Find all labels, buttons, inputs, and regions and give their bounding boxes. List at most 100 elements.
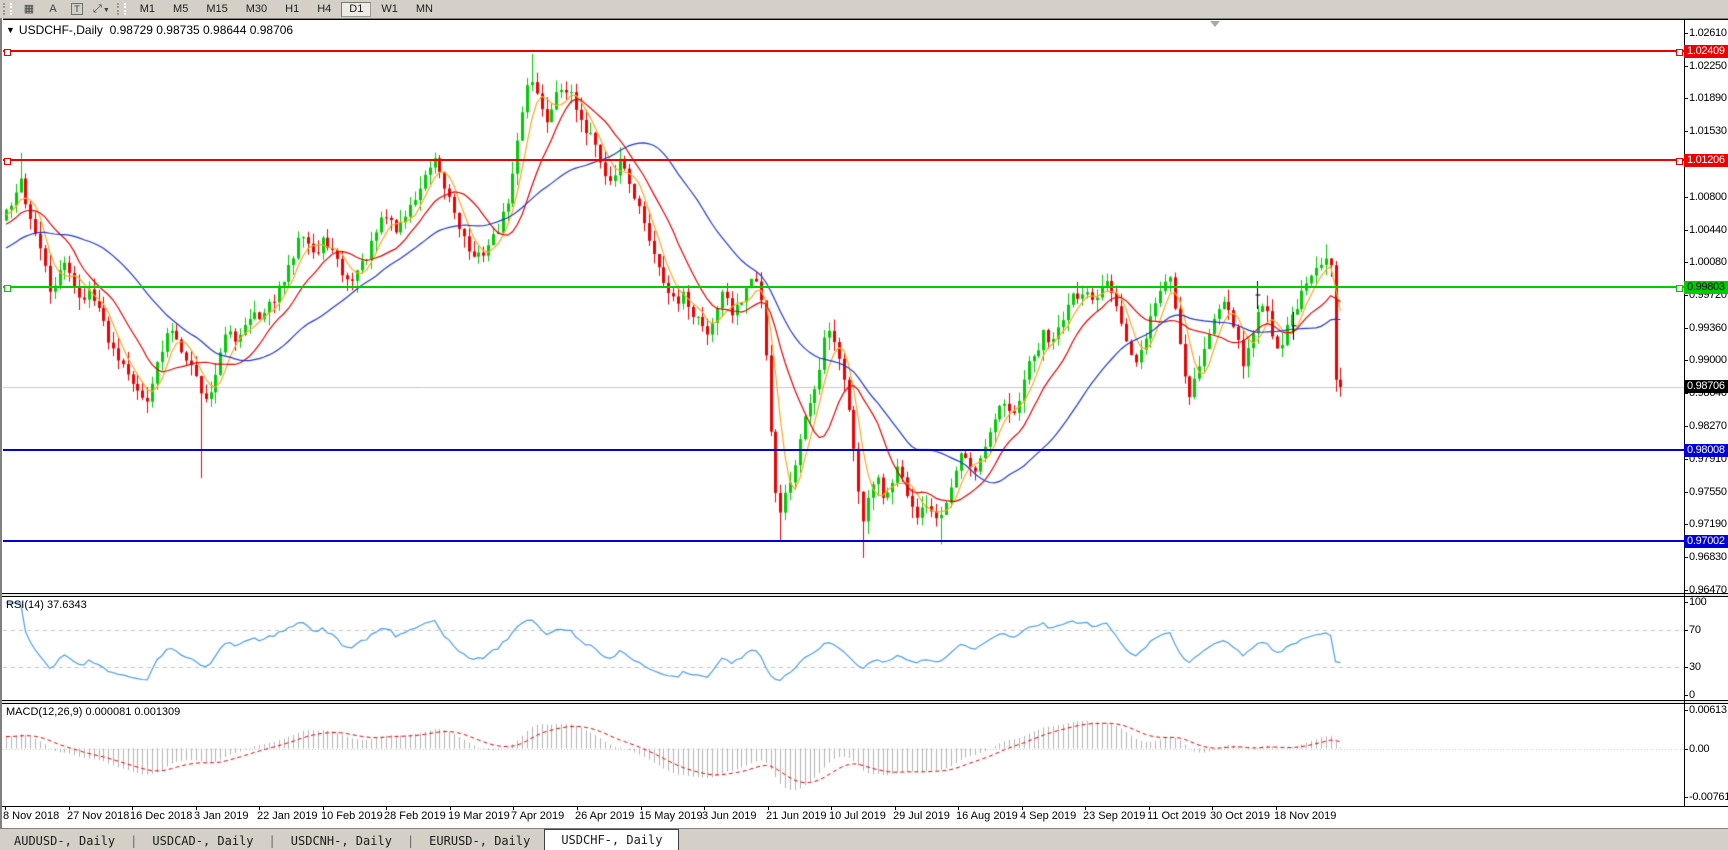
date-tick [513,807,514,810]
chart-shift-marker[interactable] [1210,21,1220,27]
date-tick [196,807,197,810]
date-tick [386,807,387,810]
price-tick [1684,524,1688,525]
price-axis-label: 1.00080 [1689,256,1727,268]
chart-tab-audusd[interactable]: AUDUSD-, Daily [14,834,116,848]
hline-1.02409[interactable] [3,50,1684,52]
price-tick [1684,492,1688,493]
date-axis-label[interactable]: 30 Oct 2019 [1210,810,1270,822]
price-tick [1684,426,1688,427]
price-badge-1.02409: 1.02409 [1684,45,1728,58]
macd-tick [1684,710,1688,711]
date-axis-label[interactable]: 8 Nov 2018 [3,810,60,822]
hline-0.97002[interactable] [3,540,1684,542]
price-tick [1684,131,1688,132]
date-axis-label[interactable]: 7 Apr 2019 [511,810,565,822]
chart-tab-usdchf[interactable]: USDCHF-, Daily [544,829,680,850]
date-axis-label[interactable]: 3 Jan 2019 [194,810,249,822]
date-axis-label[interactable]: 10 Feb 2019 [321,810,383,822]
chart-title: ▼ USDCHF-,Daily 0.98729 0.98735 0.98644 0… [6,23,293,37]
rsi-tick [1684,695,1688,696]
price-axis-label: 1.01890 [1689,92,1727,104]
macd-axis-label: 0.00613 [1689,704,1727,716]
price-tick [1684,197,1688,198]
date-tick [958,807,959,810]
hline-handle-left[interactable] [4,285,11,292]
rsi-axis-label: 0 [1689,689,1695,701]
rsi-label: RSI(14) 37.6343 [6,599,87,611]
collapse-arrow-icon[interactable]: ▼ [6,25,15,35]
hline-1.01206[interactable] [3,159,1684,161]
price-tick [1684,590,1688,591]
date-axis-label[interactable]: 22 Jan 2019 [257,810,318,822]
rsi-pane-separator[interactable] [2,593,1728,597]
macd-tick [1684,797,1688,798]
macd-axis-label: 0.00 [1689,743,1710,755]
price-tick [1684,262,1688,263]
price-tick [1684,295,1688,296]
price-badge-0.97002: 0.97002 [1684,535,1728,548]
date-tick [895,807,896,810]
date-tick [1149,807,1150,810]
date-axis-label[interactable]: 21 Jun 2019 [766,810,827,822]
tab-separator: | [130,834,138,848]
date-axis-label[interactable]: 15 May 2019 [639,810,703,822]
price-axis-line [1684,19,1685,807]
date-tick [259,807,260,810]
macd-tick [1684,749,1688,750]
price-tick [1684,66,1688,67]
date-tick [704,807,705,810]
hline-handle-left[interactable] [4,158,11,165]
date-tick [1212,807,1213,810]
date-axis-label[interactable]: 3 Jun 2019 [702,810,757,822]
macd-pane-separator[interactable] [2,700,1728,704]
price-tick [1684,557,1688,558]
price-tick [1684,230,1688,231]
price-tick [1684,328,1688,329]
macd-label: MACD(12,26,9) 0.000081 0.001309 [6,706,181,718]
tab-separator: | [406,834,415,848]
chart-title-text: USDCHF-,Daily 0.98729 0.98735 0.98644 0.… [18,23,294,37]
chart-tab-usdcad[interactable]: USDCAD-, Daily [152,834,254,848]
price-axis-label: 1.01530 [1689,125,1727,137]
date-axis-label[interactable]: 4 Sep 2019 [1020,810,1077,822]
date-axis-label[interactable]: 27 Nov 2018 [67,810,130,822]
hline-handle-left[interactable] [4,49,11,56]
tab-separator: | [268,834,276,848]
rsi-axis-label: 100 [1689,596,1707,608]
price-badge-0.98008: 0.98008 [1684,444,1728,457]
macd-axis-label: -0.00761 [1689,791,1728,803]
date-axis-label[interactable]: 23 Sep 2019 [1083,810,1146,822]
date-axis-label[interactable]: 10 Jul 2019 [829,810,886,822]
date-tick [450,807,451,810]
symbol-tabbar: AUDUSD-, Daily | USDCAD-, Daily | USDCNH-, D… [0,828,1728,850]
price-badge-0.98706: 0.98706 [1684,380,1728,393]
chart-tab-usdcnh[interactable]: USDCNH-, Daily [290,834,392,848]
date-axis-label[interactable]: 26 Apr 2019 [575,810,635,822]
chart-tab-eurusd[interactable]: EURUSD-, Daily [429,834,531,848]
date-axis-label[interactable]: 16 Dec 2018 [130,810,193,822]
date-tick [132,807,133,810]
date-axis-label[interactable]: 18 Nov 2019 [1274,810,1337,822]
rsi-tick [1684,602,1688,603]
hline-0.98008[interactable] [3,449,1684,451]
date-axis-label[interactable]: 29 Jul 2019 [893,810,950,822]
date-axis-label[interactable]: 16 Aug 2019 [956,810,1018,822]
hline-handle-right[interactable] [1676,285,1683,292]
price-badge-1.01206: 1.01206 [1684,154,1728,167]
price-axis-label: 1.00440 [1689,224,1727,236]
price-axis-label: 1.02610 [1689,27,1727,39]
date-axis-label[interactable]: 11 Oct 2019 [1147,810,1207,822]
price-axis-label: 0.97550 [1689,486,1727,498]
date-tick [1085,807,1086,810]
date-tick [1022,807,1023,810]
hline-handle-right[interactable] [1676,49,1683,56]
hline-handle-right[interactable] [1676,158,1683,165]
hline-0.99803[interactable] [3,286,1684,288]
date-axis-label[interactable]: 19 Mar 2019 [448,810,510,822]
price-tick [1684,33,1688,34]
price-axis-label: 1.02250 [1689,60,1727,72]
date-tick [323,807,324,810]
date-axis-label[interactable]: 28 Feb 2019 [384,810,446,822]
